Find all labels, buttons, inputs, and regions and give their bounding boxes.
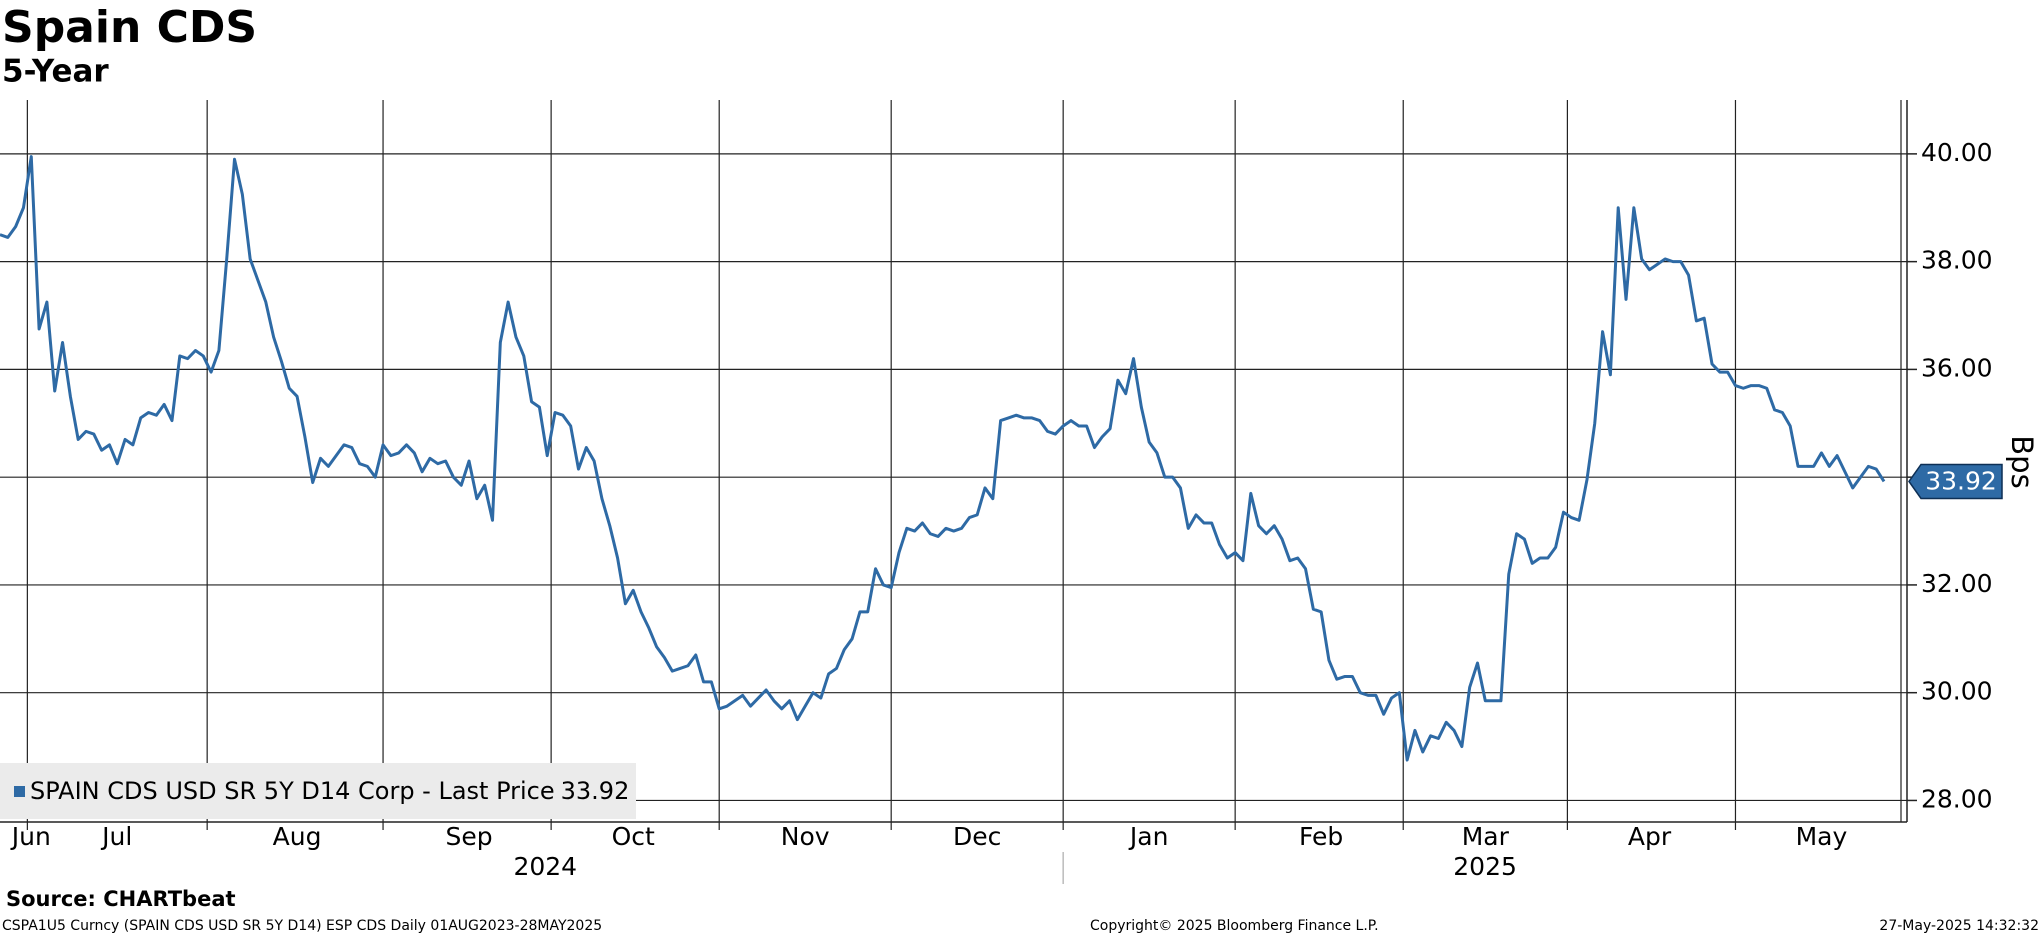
last-price-tag (1908, 463, 2003, 500)
x-tick-label: May (1796, 822, 1848, 851)
legend: SPAIN CDS USD SR 5Y D14 Corp - Last Pric… (0, 763, 636, 819)
legend-box (0, 763, 636, 819)
x-tick-label: Jul (100, 822, 132, 851)
x-tick-label: Nov (781, 822, 830, 851)
legend-label: SPAIN CDS USD SR 5Y D14 Corp - Last Pric… (30, 777, 555, 805)
footer-right: 27-May-2025 14:32:32 (1879, 918, 2039, 934)
last-price-label: 33.92 (1925, 466, 1997, 495)
legend-swatch (14, 786, 25, 797)
data-line (0, 155, 1886, 762)
footer-center: Copyright© 2025 Bloomberg Finance L.P. (1090, 918, 1379, 934)
x-tick-label: Jan (1128, 822, 1169, 851)
x-tick-label: Mar (1462, 822, 1510, 851)
x-tick-label: Aug (273, 822, 322, 851)
x-group-label: 2024 (513, 852, 577, 881)
y-tick-label: 38.00 (1921, 246, 1993, 275)
y-tick-label: 40.00 (1921, 138, 1993, 167)
x-tick-label: Apr (1628, 822, 1672, 851)
x-tick-label: Feb (1299, 822, 1343, 851)
legend-last-price: 33.92 (561, 777, 630, 805)
x-tick-label: Dec (953, 822, 1001, 851)
y-tick-label: 30.00 (1921, 677, 1993, 706)
x-group-label: 2025 (1453, 852, 1517, 881)
y-tick-label: 32.00 (1921, 569, 1993, 598)
y-axis-label: Bps (2005, 435, 2039, 488)
y-tick-label: 36.00 (1921, 353, 1993, 382)
footer-left: CSPA1U5 Curncy (SPAIN CDS USD SR 5Y D14)… (2, 918, 602, 934)
x-tick-label: Jun (10, 822, 51, 851)
chart-subtitle: 5-Year (2, 54, 109, 90)
source: Source: CHARTbeat (6, 887, 236, 911)
y-tick-label: 28.00 (1921, 784, 1993, 813)
x-tick-label: Oct (612, 822, 655, 851)
chart-title: Spain CDS (2, 2, 257, 53)
x-tick-label: Sep (445, 822, 492, 851)
